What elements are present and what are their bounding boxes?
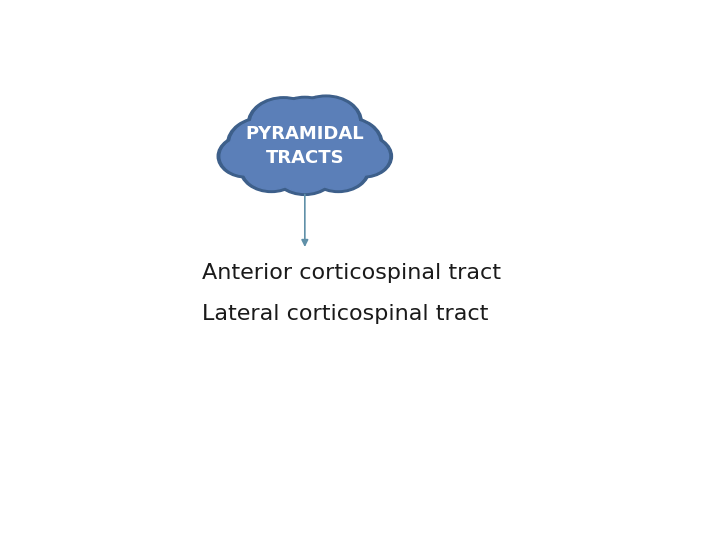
Circle shape (272, 97, 338, 145)
Circle shape (217, 134, 275, 178)
Circle shape (272, 146, 338, 195)
Circle shape (221, 138, 271, 175)
Circle shape (338, 138, 389, 175)
Circle shape (289, 95, 362, 149)
Circle shape (276, 149, 334, 192)
Text: Lateral corticospinal tract: Lateral corticospinal tract (202, 304, 488, 325)
Circle shape (276, 99, 334, 143)
Circle shape (243, 148, 300, 190)
Circle shape (259, 114, 351, 182)
Text: PYRAMIDAL
TRACTS: PYRAMIDAL TRACTS (246, 125, 364, 167)
Circle shape (227, 117, 300, 171)
Text: Anterior corticospinal tract: Anterior corticospinal tract (202, 262, 500, 283)
Circle shape (248, 97, 320, 151)
Circle shape (230, 120, 295, 168)
Circle shape (315, 120, 379, 168)
Circle shape (240, 145, 303, 192)
Circle shape (263, 117, 347, 179)
Circle shape (294, 98, 359, 146)
Circle shape (310, 148, 366, 190)
Circle shape (307, 145, 370, 192)
Circle shape (251, 100, 316, 148)
Circle shape (334, 134, 392, 178)
Circle shape (310, 117, 383, 171)
